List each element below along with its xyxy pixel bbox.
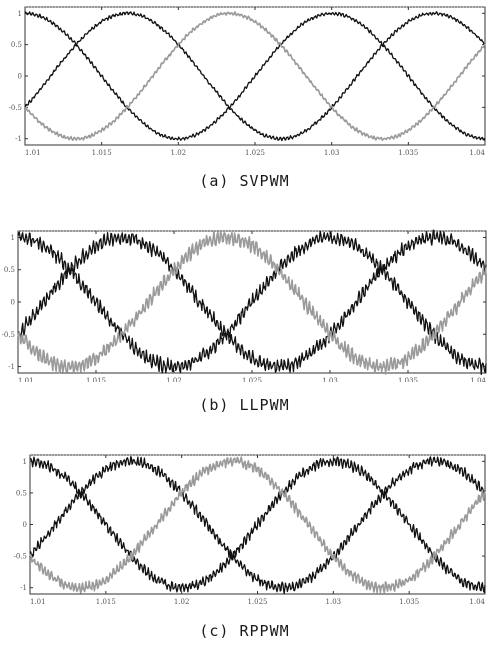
waveform-plot-llpwm: 1.01 1.015 1.02 1.025 1.03 1.035 1.04 1 0.5 0 -0.5… bbox=[2, 229, 487, 382]
x-tick-label: 1.035 bbox=[398, 377, 418, 382]
phase-current-line-1 bbox=[17, 230, 487, 376]
y-tick-label: -0.5 bbox=[2, 331, 16, 339]
y-tick-label: 1 bbox=[23, 458, 27, 466]
phase-current-line-2 bbox=[29, 456, 486, 595]
y-tick-label: 0.5 bbox=[4, 266, 15, 274]
caption-c: (c) RPPWM bbox=[199, 622, 290, 640]
x-tick-label: 1.02 bbox=[174, 598, 190, 606]
chart-panel-a: 1.01 1.015 1.02 1.025 1.03 1.035 1.04 1 0.5 0 -0.5… bbox=[0, 0, 489, 160]
phase-current-line-1 bbox=[24, 11, 486, 141]
phase-current-line-3 bbox=[17, 230, 487, 375]
waveform-plot-rppwm: 1.01 1.015 1.02 1.025 1.03 1.035 1.04 1 0.5 0 -0.5… bbox=[14, 454, 486, 606]
x-tick-label: 1.03 bbox=[322, 377, 338, 382]
phase-current-line-3 bbox=[24, 11, 486, 141]
y-tick-label: -0.5 bbox=[9, 104, 23, 112]
phase-current-line-2 bbox=[24, 11, 486, 142]
x-tick-label: 1.02 bbox=[166, 377, 182, 382]
y-tick-label: 0.5 bbox=[11, 41, 22, 49]
waveform-plot-svpwm: 1.01 1.015 1.02 1.025 1.03 1.035 1.04 1 0.5 0 -0.5… bbox=[9, 6, 486, 157]
y-tick-label: 1 bbox=[11, 234, 15, 242]
caption-b: (b) LLPWM bbox=[199, 396, 290, 414]
y-tick-label: -1 bbox=[20, 584, 27, 592]
y-tick-label: 0 bbox=[18, 73, 22, 81]
x-tick-label: 1.015 bbox=[92, 149, 112, 157]
x-tick-label: 1.035 bbox=[399, 598, 419, 606]
x-tick-label: 1.04 bbox=[469, 598, 485, 606]
x-tick-label: 1.015 bbox=[96, 598, 116, 606]
x-tick-label: 1.025 bbox=[245, 149, 265, 157]
x-tick-label: 1.02 bbox=[171, 149, 187, 157]
y-tick-label: 0 bbox=[23, 521, 27, 529]
x-tick-label: 1.03 bbox=[326, 598, 342, 606]
phase-current-line-1 bbox=[29, 456, 486, 593]
y-tick-label: 1 bbox=[18, 10, 22, 18]
x-tick-label: 1.01 bbox=[18, 377, 34, 382]
x-tick-label: 1.01 bbox=[25, 149, 41, 157]
phase-current-line-2 bbox=[17, 229, 487, 373]
y-tick-label: 0 bbox=[11, 299, 15, 307]
x-tick-label: 1.025 bbox=[242, 377, 262, 382]
x-tick-label: 1.025 bbox=[247, 598, 267, 606]
x-tick-label: 1.04 bbox=[469, 149, 485, 157]
y-tick-label: -1 bbox=[8, 363, 15, 371]
x-tick-label: 1.01 bbox=[30, 598, 46, 606]
chart-panel-b: 1.01 1.015 1.02 1.025 1.03 1.035 1.04 1 0.5 0 -0.5… bbox=[0, 222, 489, 382]
x-tick-label: 1.015 bbox=[86, 377, 106, 382]
y-tick-label: -0.5 bbox=[14, 553, 28, 561]
x-tick-label: 1.035 bbox=[398, 149, 418, 157]
y-tick-label: -1 bbox=[15, 135, 22, 143]
x-tick-label: 1.03 bbox=[324, 149, 340, 157]
y-tick-label: 0.5 bbox=[16, 489, 27, 497]
x-tick-label: 1.04 bbox=[470, 377, 486, 382]
phase-current-line-3 bbox=[29, 456, 486, 594]
caption-a: (a) SVPWM bbox=[199, 172, 290, 190]
chart-panel-c: 1.01 1.015 1.02 1.025 1.03 1.035 1.04 1 0.5 0 -0.5… bbox=[0, 447, 489, 607]
